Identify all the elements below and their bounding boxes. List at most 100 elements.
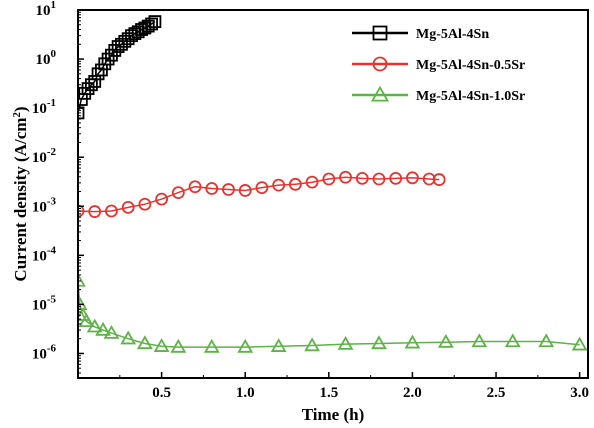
y-axis-title-superscript: 2 (11, 112, 23, 118)
series-point (145, 17, 158, 31)
series-point (137, 335, 153, 350)
series-point (105, 204, 118, 218)
series-point (91, 67, 105, 81)
y-tick-label-base: 10 (32, 248, 47, 264)
legend-marker (372, 56, 388, 72)
y-tick-label-base: 10 (32, 346, 47, 362)
series-point (121, 200, 135, 214)
series-point (205, 182, 219, 195)
series-point (322, 172, 336, 186)
legend-label: Mg-5Al-4Sn-0.5Sr (416, 58, 525, 73)
y-axis-title-tail: ) (11, 106, 30, 112)
series-point (238, 184, 252, 197)
series-point (148, 15, 162, 29)
series-point (88, 75, 102, 88)
series-point (404, 334, 421, 349)
series-point (406, 171, 419, 185)
x-tick-label: 3.0 (570, 385, 589, 401)
series-point (78, 106, 85, 120)
series-point (272, 178, 286, 192)
series-point (432, 173, 446, 186)
series-point (170, 338, 187, 353)
series-point (138, 197, 152, 211)
y-tick-label-base: 10 (32, 297, 47, 313)
series-point (504, 333, 521, 348)
series-point (422, 172, 436, 186)
y-tick-label: 10-6 (32, 342, 57, 362)
y-tick-label-base: 10 (36, 3, 51, 19)
legend: Mg-5Al-4Sn Mg-5Al-4Sn-0.5Sr Mg-5Al-4Sn-1.0… (352, 25, 525, 104)
x-tick-label: 0.5 (152, 385, 171, 401)
series-point (371, 335, 387, 350)
series-point (188, 180, 202, 194)
series-point (78, 272, 86, 287)
series-point (141, 19, 155, 33)
series-point (203, 338, 220, 353)
y-tick-label-exponent: 1 (51, 0, 57, 11)
series-point (471, 333, 488, 348)
data-layer (78, 15, 588, 353)
series-point (153, 338, 170, 352)
series-point (389, 171, 403, 185)
y-tick-label: 10-3 (32, 195, 57, 215)
series-point (288, 177, 302, 191)
series-point (538, 333, 555, 348)
y-tick-label-exponent: -1 (47, 97, 56, 109)
legend-label: Mg-5Al-4Sn-1.0Sr (416, 89, 525, 104)
y-tick-label: 10-5 (32, 293, 57, 313)
plot-frame (77, 9, 589, 379)
y-axis-title-base: Current density (A/cm (11, 118, 30, 282)
series-point (339, 170, 352, 184)
x-axis-title: Time (h) (302, 405, 365, 424)
series-point (237, 338, 254, 353)
series-point (78, 313, 95, 328)
legend-marker (372, 25, 388, 41)
series-point (437, 334, 454, 348)
series-point (305, 175, 319, 189)
series-3 (78, 272, 588, 353)
y-tick-label-base: 10 (36, 52, 51, 68)
series-point (155, 192, 169, 206)
series-point (222, 183, 235, 196)
series-point (571, 336, 588, 351)
y-tick-label: 10-2 (32, 146, 57, 166)
series-point (86, 318, 103, 333)
y-tick-label-exponent: -4 (47, 244, 57, 256)
series-point (171, 186, 185, 199)
series-point (337, 335, 354, 350)
y-tick-label-exponent: 0 (51, 48, 57, 60)
y-tick-label: 10-1 (32, 97, 56, 117)
y-axis-title: Current density (A/cm2) (11, 106, 30, 281)
series-point (95, 321, 111, 336)
y-tick-label-base: 10 (32, 150, 47, 166)
x-tick-label: 1.0 (236, 385, 255, 401)
series-point (84, 78, 98, 92)
y-tick-label: 100 (36, 48, 57, 68)
y-tick-label-exponent: -3 (47, 195, 57, 207)
y-tick-label-exponent: -5 (47, 293, 57, 305)
y-tick-label-exponent: -2 (47, 146, 57, 158)
series-1 (78, 15, 162, 120)
series-point (88, 205, 102, 218)
x-tick-label: 1.5 (319, 385, 338, 401)
series-point (372, 172, 386, 186)
series-point (255, 181, 269, 195)
x-tick-label: 2.5 (487, 385, 506, 401)
tick-layer: 0.5 1.0 1.5 2.0 2.5 3.010110010-110-210-310-4… (32, 0, 589, 401)
series-point (270, 338, 287, 352)
series-point (101, 52, 115, 66)
y-tick-label-base: 10 (32, 101, 47, 117)
series-point (81, 82, 95, 96)
y-tick-label: 101 (36, 0, 57, 19)
series-point (103, 324, 120, 339)
y-tick-label: 10-4 (32, 244, 57, 264)
x-tick-label: 2.0 (403, 385, 422, 401)
series-2 (78, 170, 446, 218)
legend-marker (370, 85, 390, 102)
series-point (355, 171, 369, 185)
series-point (78, 204, 85, 218)
series-point (304, 337, 320, 352)
legend-label: Mg-5Al-4Sn (416, 27, 489, 42)
series-point (120, 330, 137, 345)
